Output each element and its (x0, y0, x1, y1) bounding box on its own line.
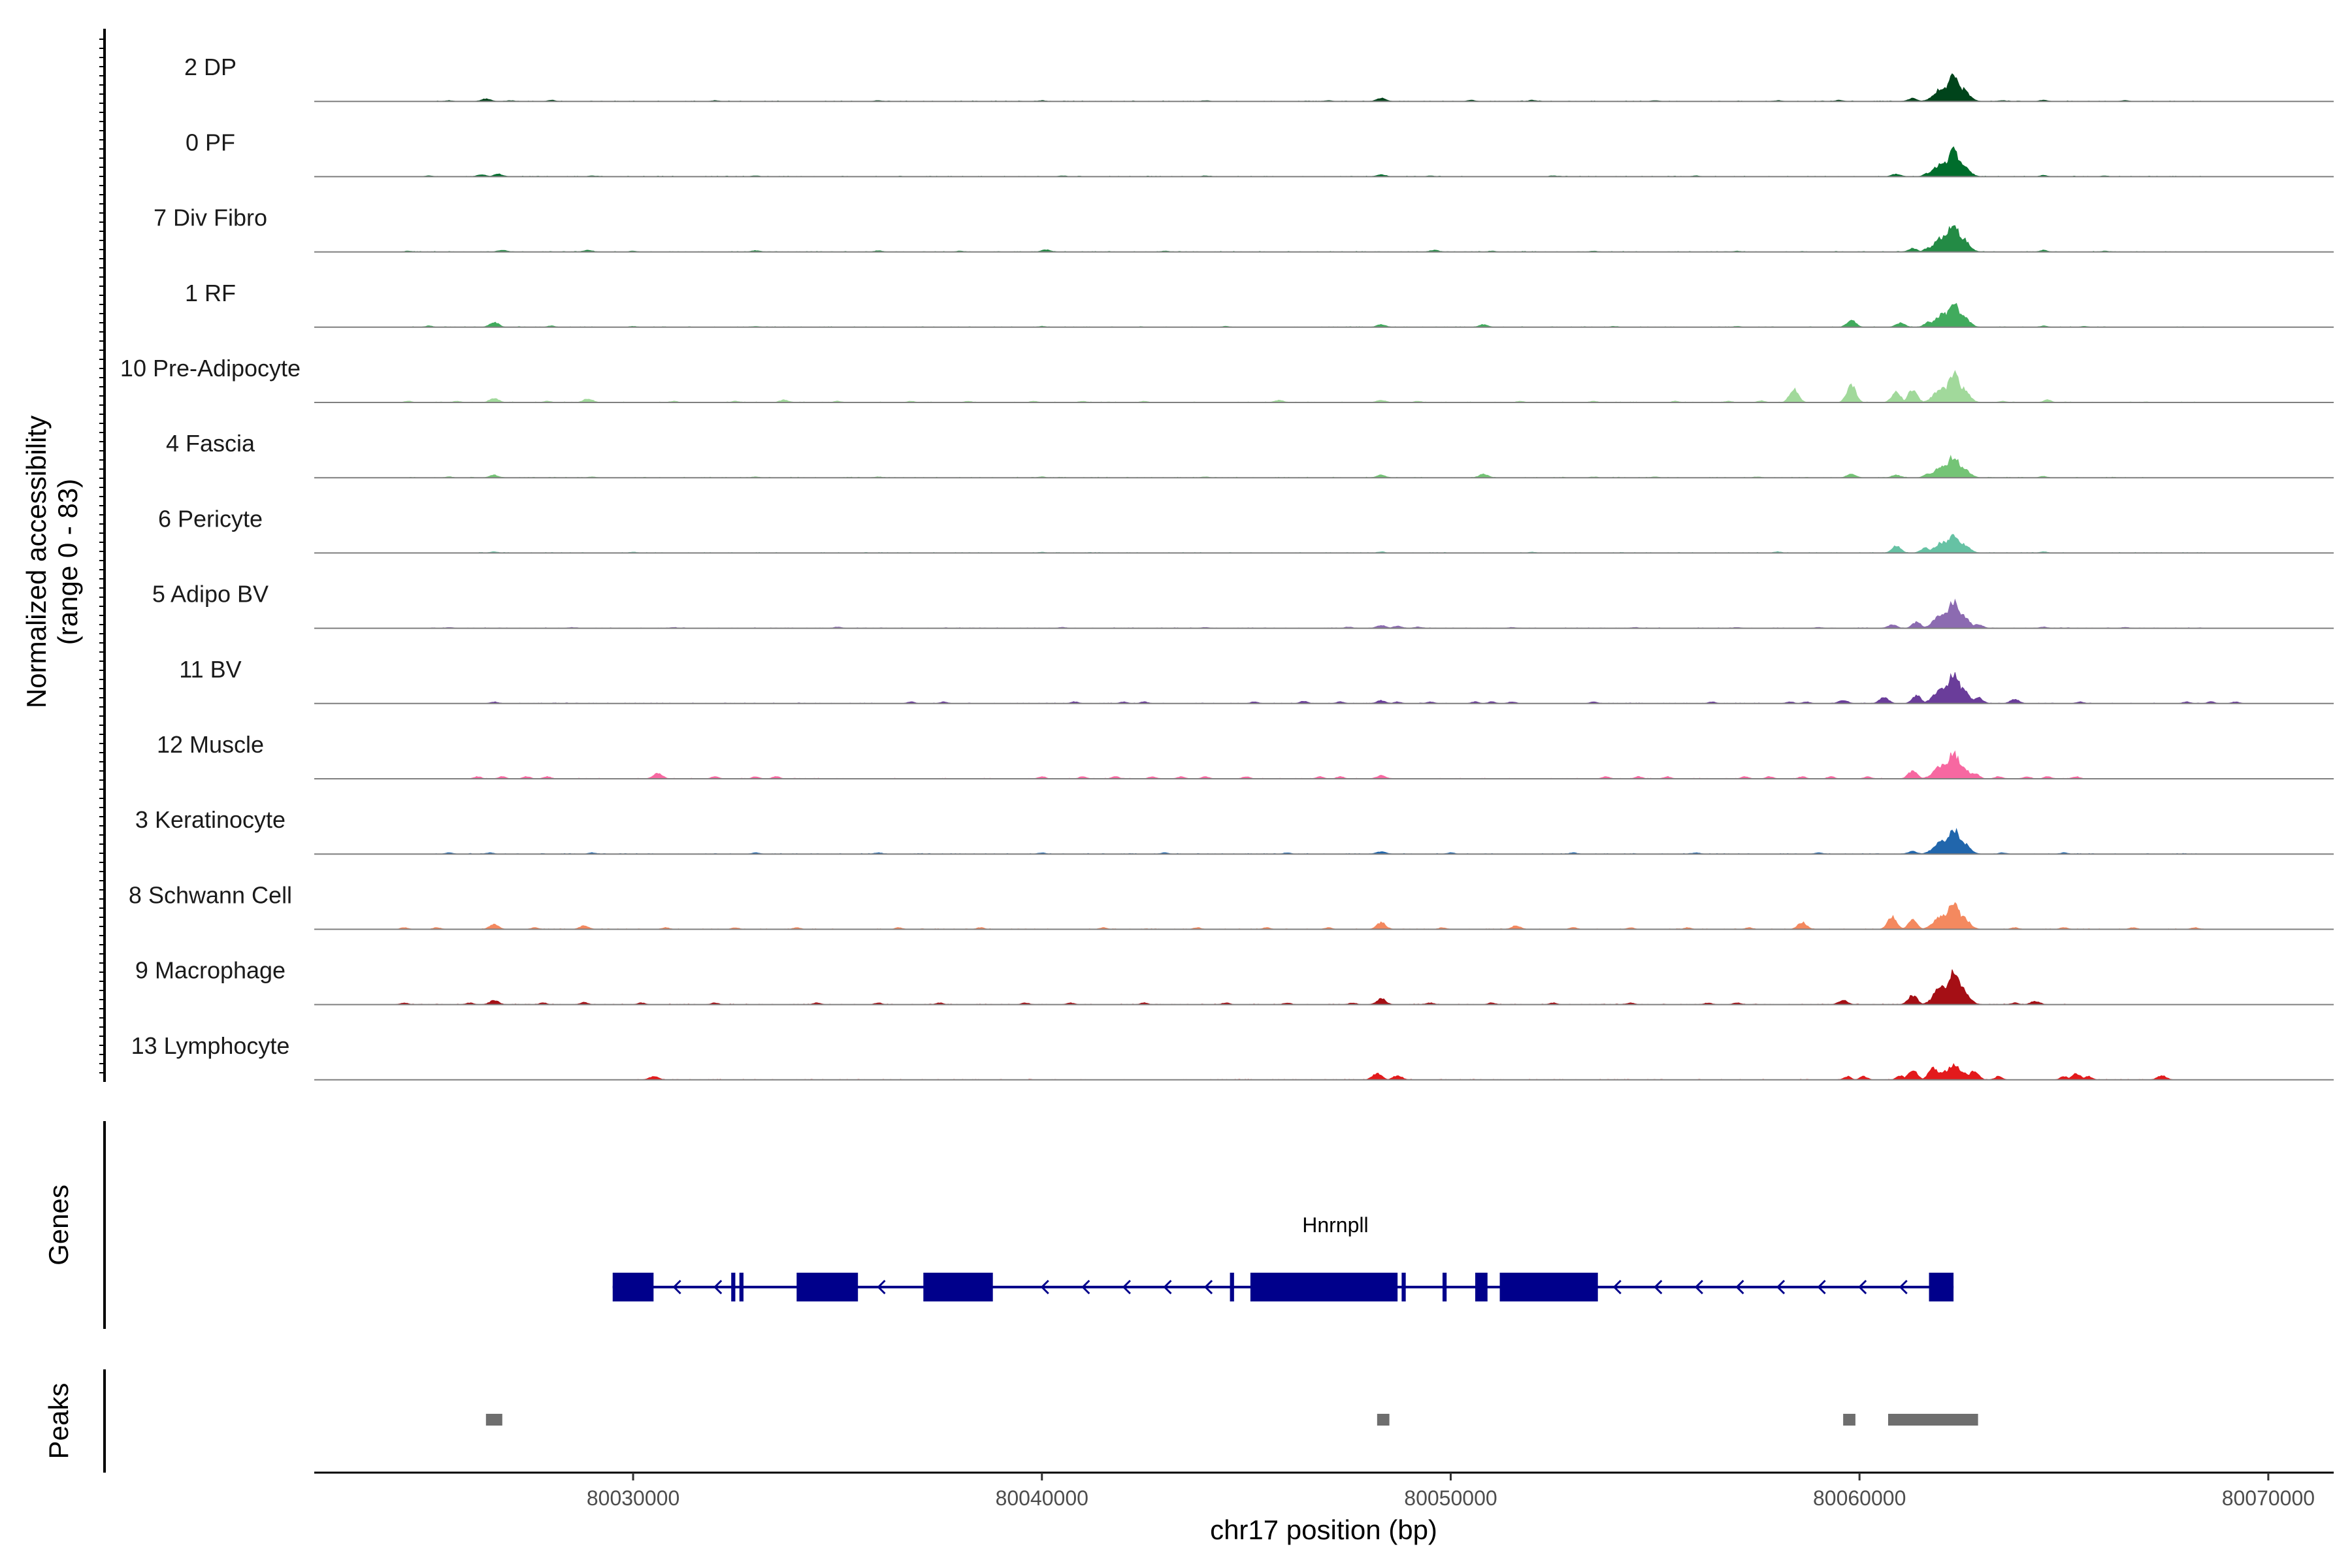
gene-model: Hnrnpll (612, 1213, 1954, 1301)
coverage-track: 9 Macrophage (135, 957, 2334, 1005)
coverage-track: 8 Schwann Cell (129, 881, 2334, 930)
x-tick-label: 80050000 (1404, 1486, 1497, 1510)
gene-exon (1929, 1273, 1954, 1301)
track-label: 3 Keratinocyte (135, 806, 286, 833)
strand-arrow (672, 1279, 681, 1295)
left-axis-lines (99, 29, 106, 1473)
coverage-area (314, 146, 2334, 177)
gene-track: Hnrnpll (612, 1213, 1954, 1301)
x-tick-label: 80030000 (587, 1486, 679, 1510)
coverage-area (314, 750, 2334, 779)
coverage-track: 13 Lymphocyte (131, 1032, 2334, 1081)
coverage-area (314, 73, 2334, 102)
peak-region (1887, 1414, 1978, 1426)
track-label: 9 Macrophage (135, 957, 286, 984)
strand-arrow (1612, 1279, 1622, 1295)
x-tick-label: 80070000 (2222, 1486, 2315, 1510)
coverage-area (314, 1063, 2334, 1081)
coverage-track: 2 DP (184, 54, 2334, 103)
peaks-panel-title: Peaks (43, 1383, 74, 1460)
gene-exon (1250, 1273, 1398, 1301)
coverage-track: 7 Div Fibro (154, 204, 2334, 253)
strand-arrow (877, 1279, 886, 1295)
coverage-track: 5 Adipo BV (152, 581, 2334, 629)
strand-arrow (1899, 1279, 1908, 1295)
gene-exon (796, 1273, 858, 1301)
coverage-area (314, 225, 2334, 253)
coverage-area (314, 370, 2334, 403)
track-label: 11 BV (179, 656, 241, 683)
gene-exon (1475, 1273, 1488, 1301)
coverage-tracks: 2 DP 0 PF 7 Div Fibro 1 RF 10 Pre-Adipocyte 4… (120, 54, 2334, 1081)
track-label: 2 DP (184, 54, 237, 80)
x-axis-title: chr17 position (bp) (1210, 1514, 1437, 1545)
strand-arrow (1858, 1279, 1867, 1295)
y-axis-title-line1: Normalized accessibility (21, 416, 52, 708)
coverage-track: 4 Fascia (166, 430, 2334, 479)
track-label: 8 Schwann Cell (129, 881, 292, 908)
track-label: 5 Adipo BV (152, 581, 269, 608)
gene-exon (923, 1273, 993, 1301)
strand-arrow (713, 1279, 723, 1295)
coverage-area (314, 672, 2334, 704)
strand-arrow (1735, 1279, 1744, 1295)
gene-exon (739, 1273, 743, 1301)
track-label: 13 Lymphocyte (131, 1032, 290, 1059)
track-label: 1 RF (185, 280, 236, 306)
y-axis-title-line2: (range 0 - 83) (52, 479, 83, 645)
coverage-track: 12 Muscle (157, 731, 2334, 779)
gene-exon (731, 1273, 736, 1301)
strand-arrow (1163, 1279, 1172, 1295)
peak-region (485, 1414, 502, 1426)
track-label: 12 Muscle (157, 731, 264, 758)
coverage-track: 0 PF (186, 129, 2334, 178)
peak-region (1843, 1414, 1855, 1426)
gene-name-label: Hnrnpll (1302, 1213, 1368, 1237)
strand-arrow (1040, 1279, 1049, 1295)
strand-arrow (1122, 1279, 1131, 1295)
coverage-track: 6 Pericyte (158, 505, 2334, 554)
track-label: 10 Pre-Adipocyte (120, 355, 301, 382)
gene-exon (1442, 1273, 1447, 1301)
coverage-track: 11 BV (179, 656, 2334, 704)
track-label: 4 Fascia (166, 430, 255, 457)
coverage-area (314, 902, 2334, 930)
strand-arrow (1203, 1279, 1213, 1295)
strand-arrow (1081, 1279, 1090, 1295)
peak-track (485, 1414, 1978, 1426)
x-tick-label: 80040000 (996, 1486, 1088, 1510)
coverage-area (314, 598, 2334, 629)
coverage-area (314, 828, 2334, 855)
genes-panel-title: Genes (43, 1184, 74, 1266)
x-axis: 80030000 80040000 80050000 80060000 80070000 (314, 1471, 2334, 1510)
gene-exon (1401, 1273, 1406, 1301)
track-label: 0 PF (186, 129, 235, 155)
gene-exon (1230, 1273, 1234, 1301)
track-label: 7 Div Fibro (154, 204, 267, 231)
coverage-track: 3 Keratinocyte (135, 806, 2334, 855)
coverage-track: 10 Pre-Adipocyte (120, 355, 2334, 403)
strand-arrow (1694, 1279, 1703, 1295)
strand-arrow (1817, 1279, 1826, 1295)
peak-region (1377, 1414, 1390, 1426)
strand-arrow (1776, 1279, 1786, 1295)
gene-exon (612, 1273, 654, 1301)
coverage-track: 1 RF (185, 280, 2334, 328)
coverage-area (314, 969, 2334, 1005)
x-tick-label: 80060000 (1813, 1486, 1906, 1510)
coverage-area (314, 302, 2334, 328)
strand-arrow (1654, 1279, 1663, 1295)
gene-exon (1499, 1273, 1598, 1301)
coverage-area (314, 454, 2334, 478)
track-label: 6 Pericyte (158, 505, 263, 532)
coverage-area (314, 534, 2334, 553)
